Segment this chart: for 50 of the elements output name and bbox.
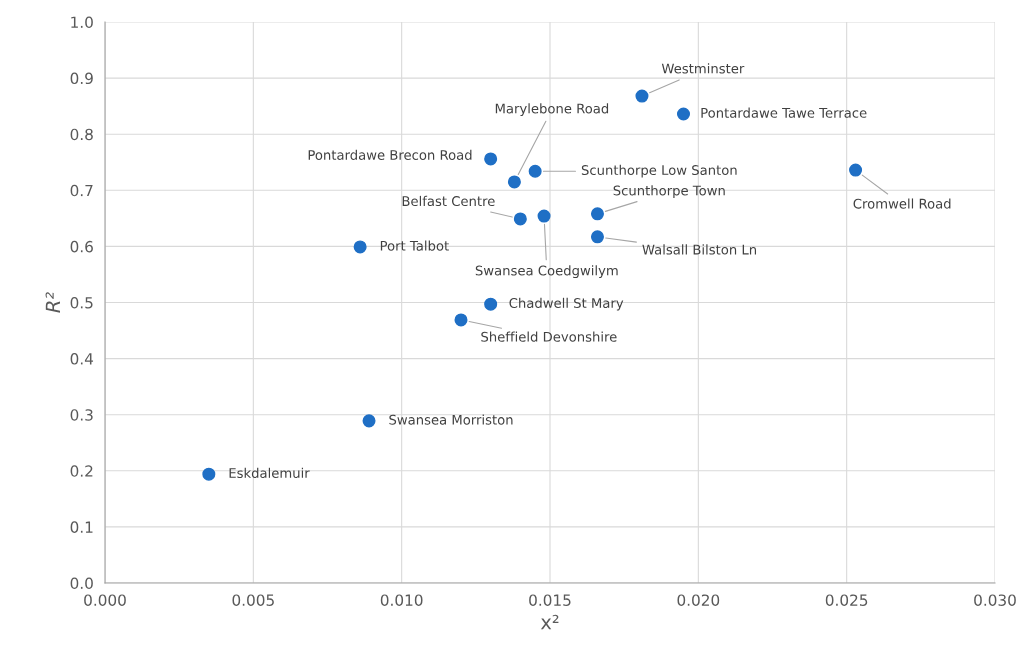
annotation: Swansea Morriston <box>389 414 513 425</box>
annotation: Port Talbot <box>380 240 449 251</box>
x-tick-label: 0.010 <box>380 594 423 606</box>
point <box>484 152 498 166</box>
annotation: Sheffield Devonshire <box>481 331 617 342</box>
point <box>513 212 527 226</box>
point <box>353 240 367 254</box>
x-tick-label: 0.000 <box>84 594 126 606</box>
y-tick-label: 0.1 <box>70 521 93 533</box>
x-tick-label: 0.025 <box>825 594 868 606</box>
y-tick-label: 0.3 <box>70 409 93 421</box>
point <box>507 175 521 189</box>
point <box>590 207 604 221</box>
annotation: Scunthorpe Low Santon <box>581 164 737 178</box>
y-tick-label: 0.2 <box>70 465 93 477</box>
annotation: Marylebone Road <box>495 103 609 117</box>
x-axis-title: x² <box>540 614 559 630</box>
annotation: Swansea Coedgwilym <box>475 265 618 279</box>
point <box>635 89 649 103</box>
y-tick-label: 0.9 <box>70 72 93 85</box>
y-tick-label: 0.4 <box>70 353 94 365</box>
y-tick-label: 0.8 <box>70 128 93 141</box>
point <box>454 313 468 327</box>
point <box>362 414 376 428</box>
point <box>590 230 604 244</box>
y-tick-label: 0.7 <box>70 184 93 197</box>
annotation: Pontardawe Tawe Terrace <box>701 107 867 118</box>
x-tick-label: 0.015 <box>529 594 571 606</box>
annotation: Eskdalemuir <box>229 467 310 478</box>
annotation: Walsall Bilston Ln <box>642 244 757 255</box>
point <box>849 163 863 177</box>
point <box>528 164 542 178</box>
y-axis-title: R² <box>45 292 60 313</box>
point <box>537 209 551 223</box>
annotation: Cromwell Road <box>853 198 951 209</box>
y-tick-label: 0.5 <box>70 296 93 309</box>
annotation: Scunthorpe Town <box>613 185 725 199</box>
point <box>202 467 216 481</box>
annotation: Westminster <box>661 63 745 74</box>
y-tick-label: 0.6 <box>70 240 93 253</box>
x-tick-label: 0.020 <box>677 594 720 606</box>
point <box>676 107 691 121</box>
annotation: Pontardawe Brecon Road <box>308 149 472 160</box>
x-tick-label: 0.005 <box>232 594 274 606</box>
y-tick-label: 0.0 <box>70 577 93 590</box>
point <box>484 297 498 311</box>
x-tick-label: 0.030 <box>974 594 1016 606</box>
annotation: Belfast Centre <box>402 195 495 207</box>
annotation: Chadwell St Mary <box>509 297 624 311</box>
y-tick-label: 1.0 <box>71 16 93 29</box>
